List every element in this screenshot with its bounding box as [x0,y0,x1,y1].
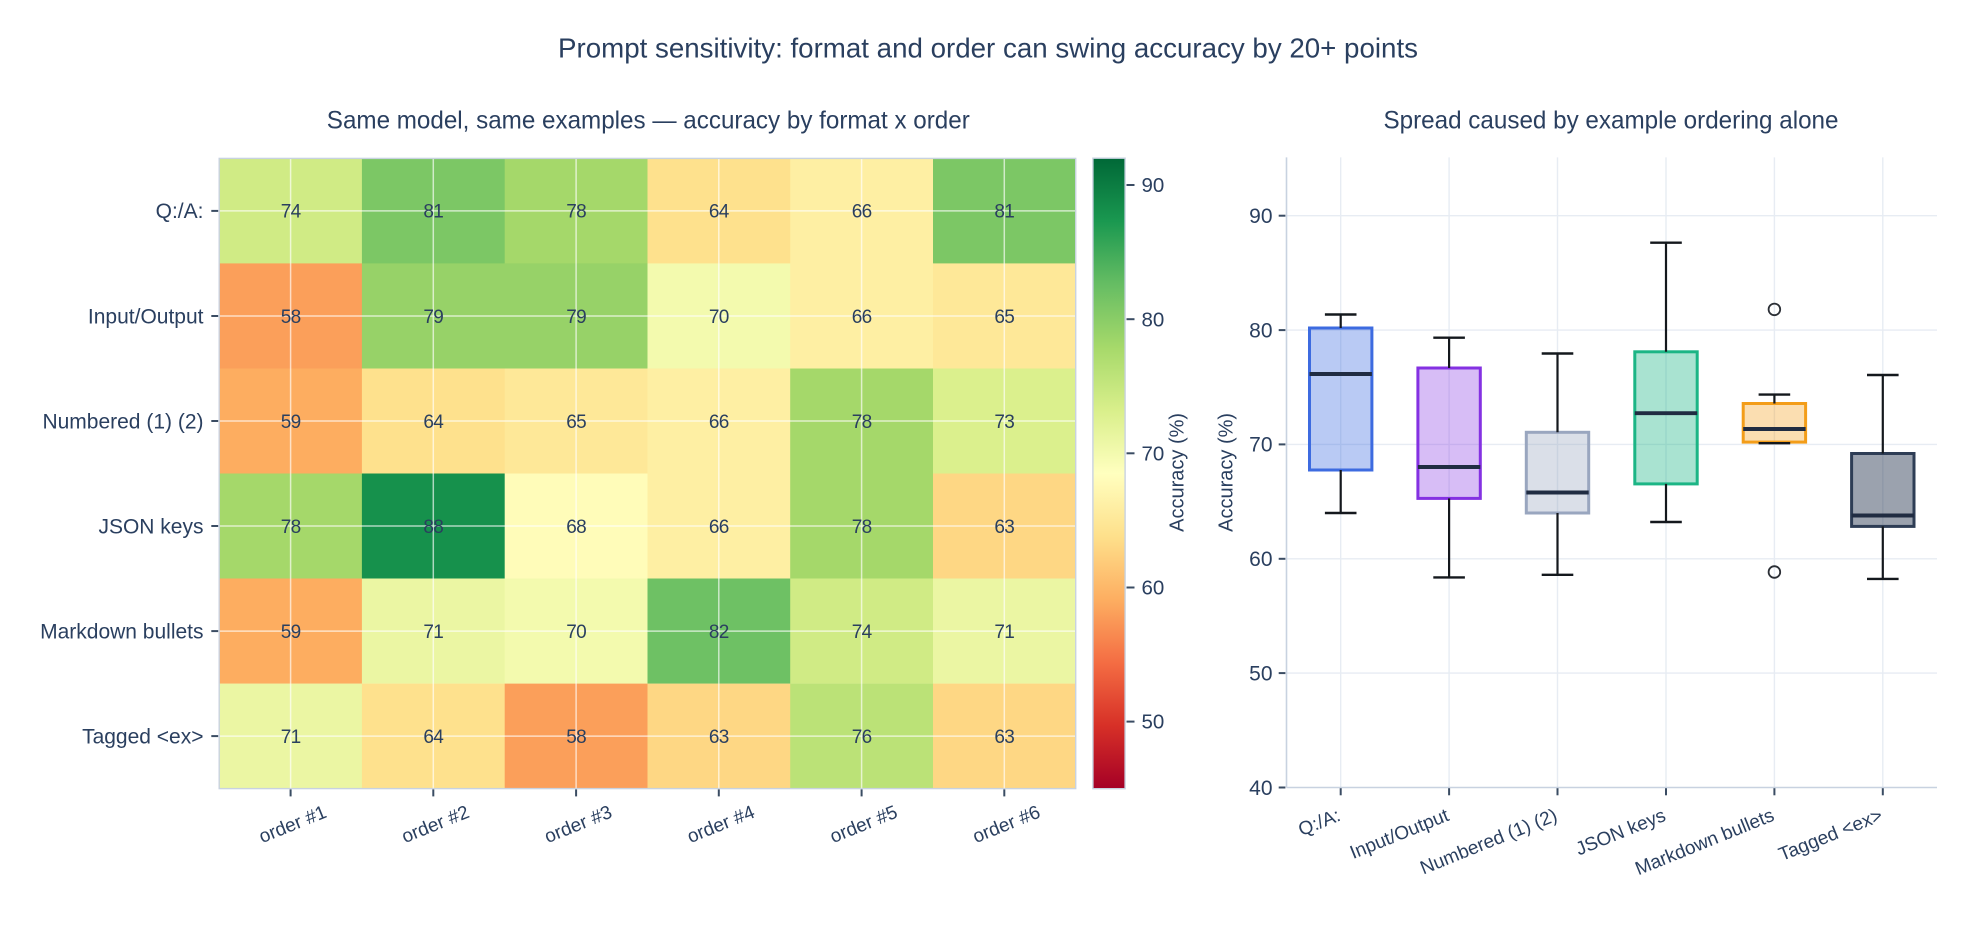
svg-text:73: 73 [994,412,1014,433]
svg-text:88: 88 [423,517,443,538]
svg-text:66: 66 [852,307,872,328]
svg-text:Markdown bullets: Markdown bullets [40,620,203,643]
svg-text:60: 60 [1142,577,1165,600]
svg-text:64: 64 [709,202,730,223]
svg-text:Accuracy (%): Accuracy (%) [1216,413,1238,532]
svg-text:64: 64 [423,412,444,433]
svg-text:60: 60 [1249,548,1272,571]
svg-text:71: 71 [281,727,301,748]
svg-text:70: 70 [1142,442,1165,465]
svg-text:Accuracy (%): Accuracy (%) [1167,413,1189,532]
svg-text:63: 63 [994,727,1014,748]
svg-text:66: 66 [709,517,729,538]
svg-text:Input/Output: Input/Output [88,305,204,328]
svg-text:79: 79 [423,307,443,328]
svg-text:65: 65 [566,412,586,433]
svg-text:81: 81 [994,202,1014,223]
svg-text:40: 40 [1249,777,1272,800]
svg-text:Tagged <ex>: Tagged <ex> [82,725,203,748]
svg-text:Q:/A:: Q:/A: [156,200,204,223]
svg-text:82: 82 [709,622,729,643]
svg-text:76: 76 [852,727,872,748]
svg-text:80: 80 [1142,308,1165,331]
svg-text:66: 66 [852,202,872,223]
svg-text:90: 90 [1249,205,1272,228]
svg-text:71: 71 [994,622,1014,643]
svg-text:74: 74 [281,202,302,223]
svg-text:78: 78 [566,202,586,223]
svg-text:70: 70 [566,622,586,643]
svg-text:50: 50 [1142,711,1165,734]
svg-text:58: 58 [281,307,301,328]
svg-text:65: 65 [994,307,1014,328]
svg-text:78: 78 [852,517,872,538]
svg-text:50: 50 [1249,662,1272,685]
svg-text:59: 59 [281,622,301,643]
svg-text:70: 70 [1249,434,1272,457]
svg-text:66: 66 [709,412,729,433]
svg-text:78: 78 [852,412,872,433]
svg-text:70: 70 [709,307,729,328]
svg-text:JSON keys: JSON keys [98,515,203,538]
svg-text:68: 68 [566,517,586,538]
svg-text:Prompt sensitivity: format and: Prompt sensitivity: format and order can… [558,32,1418,63]
svg-text:74: 74 [852,622,873,643]
svg-text:Numbered (1) (2): Numbered (1) (2) [42,410,203,433]
svg-text:78: 78 [281,517,301,538]
svg-text:Same model, same examples — ac: Same model, same examples — accuracy by … [327,107,970,135]
svg-text:64: 64 [423,727,444,748]
svg-text:63: 63 [994,517,1014,538]
svg-text:59: 59 [281,412,301,433]
svg-text:71: 71 [423,622,443,643]
svg-text:90: 90 [1142,174,1165,197]
svg-text:79: 79 [566,307,586,328]
svg-text:58: 58 [566,727,586,748]
svg-text:Spread caused by example order: Spread caused by example ordering alone [1384,107,1839,135]
svg-text:80: 80 [1249,319,1272,342]
svg-text:81: 81 [423,202,443,223]
svg-text:63: 63 [709,727,729,748]
